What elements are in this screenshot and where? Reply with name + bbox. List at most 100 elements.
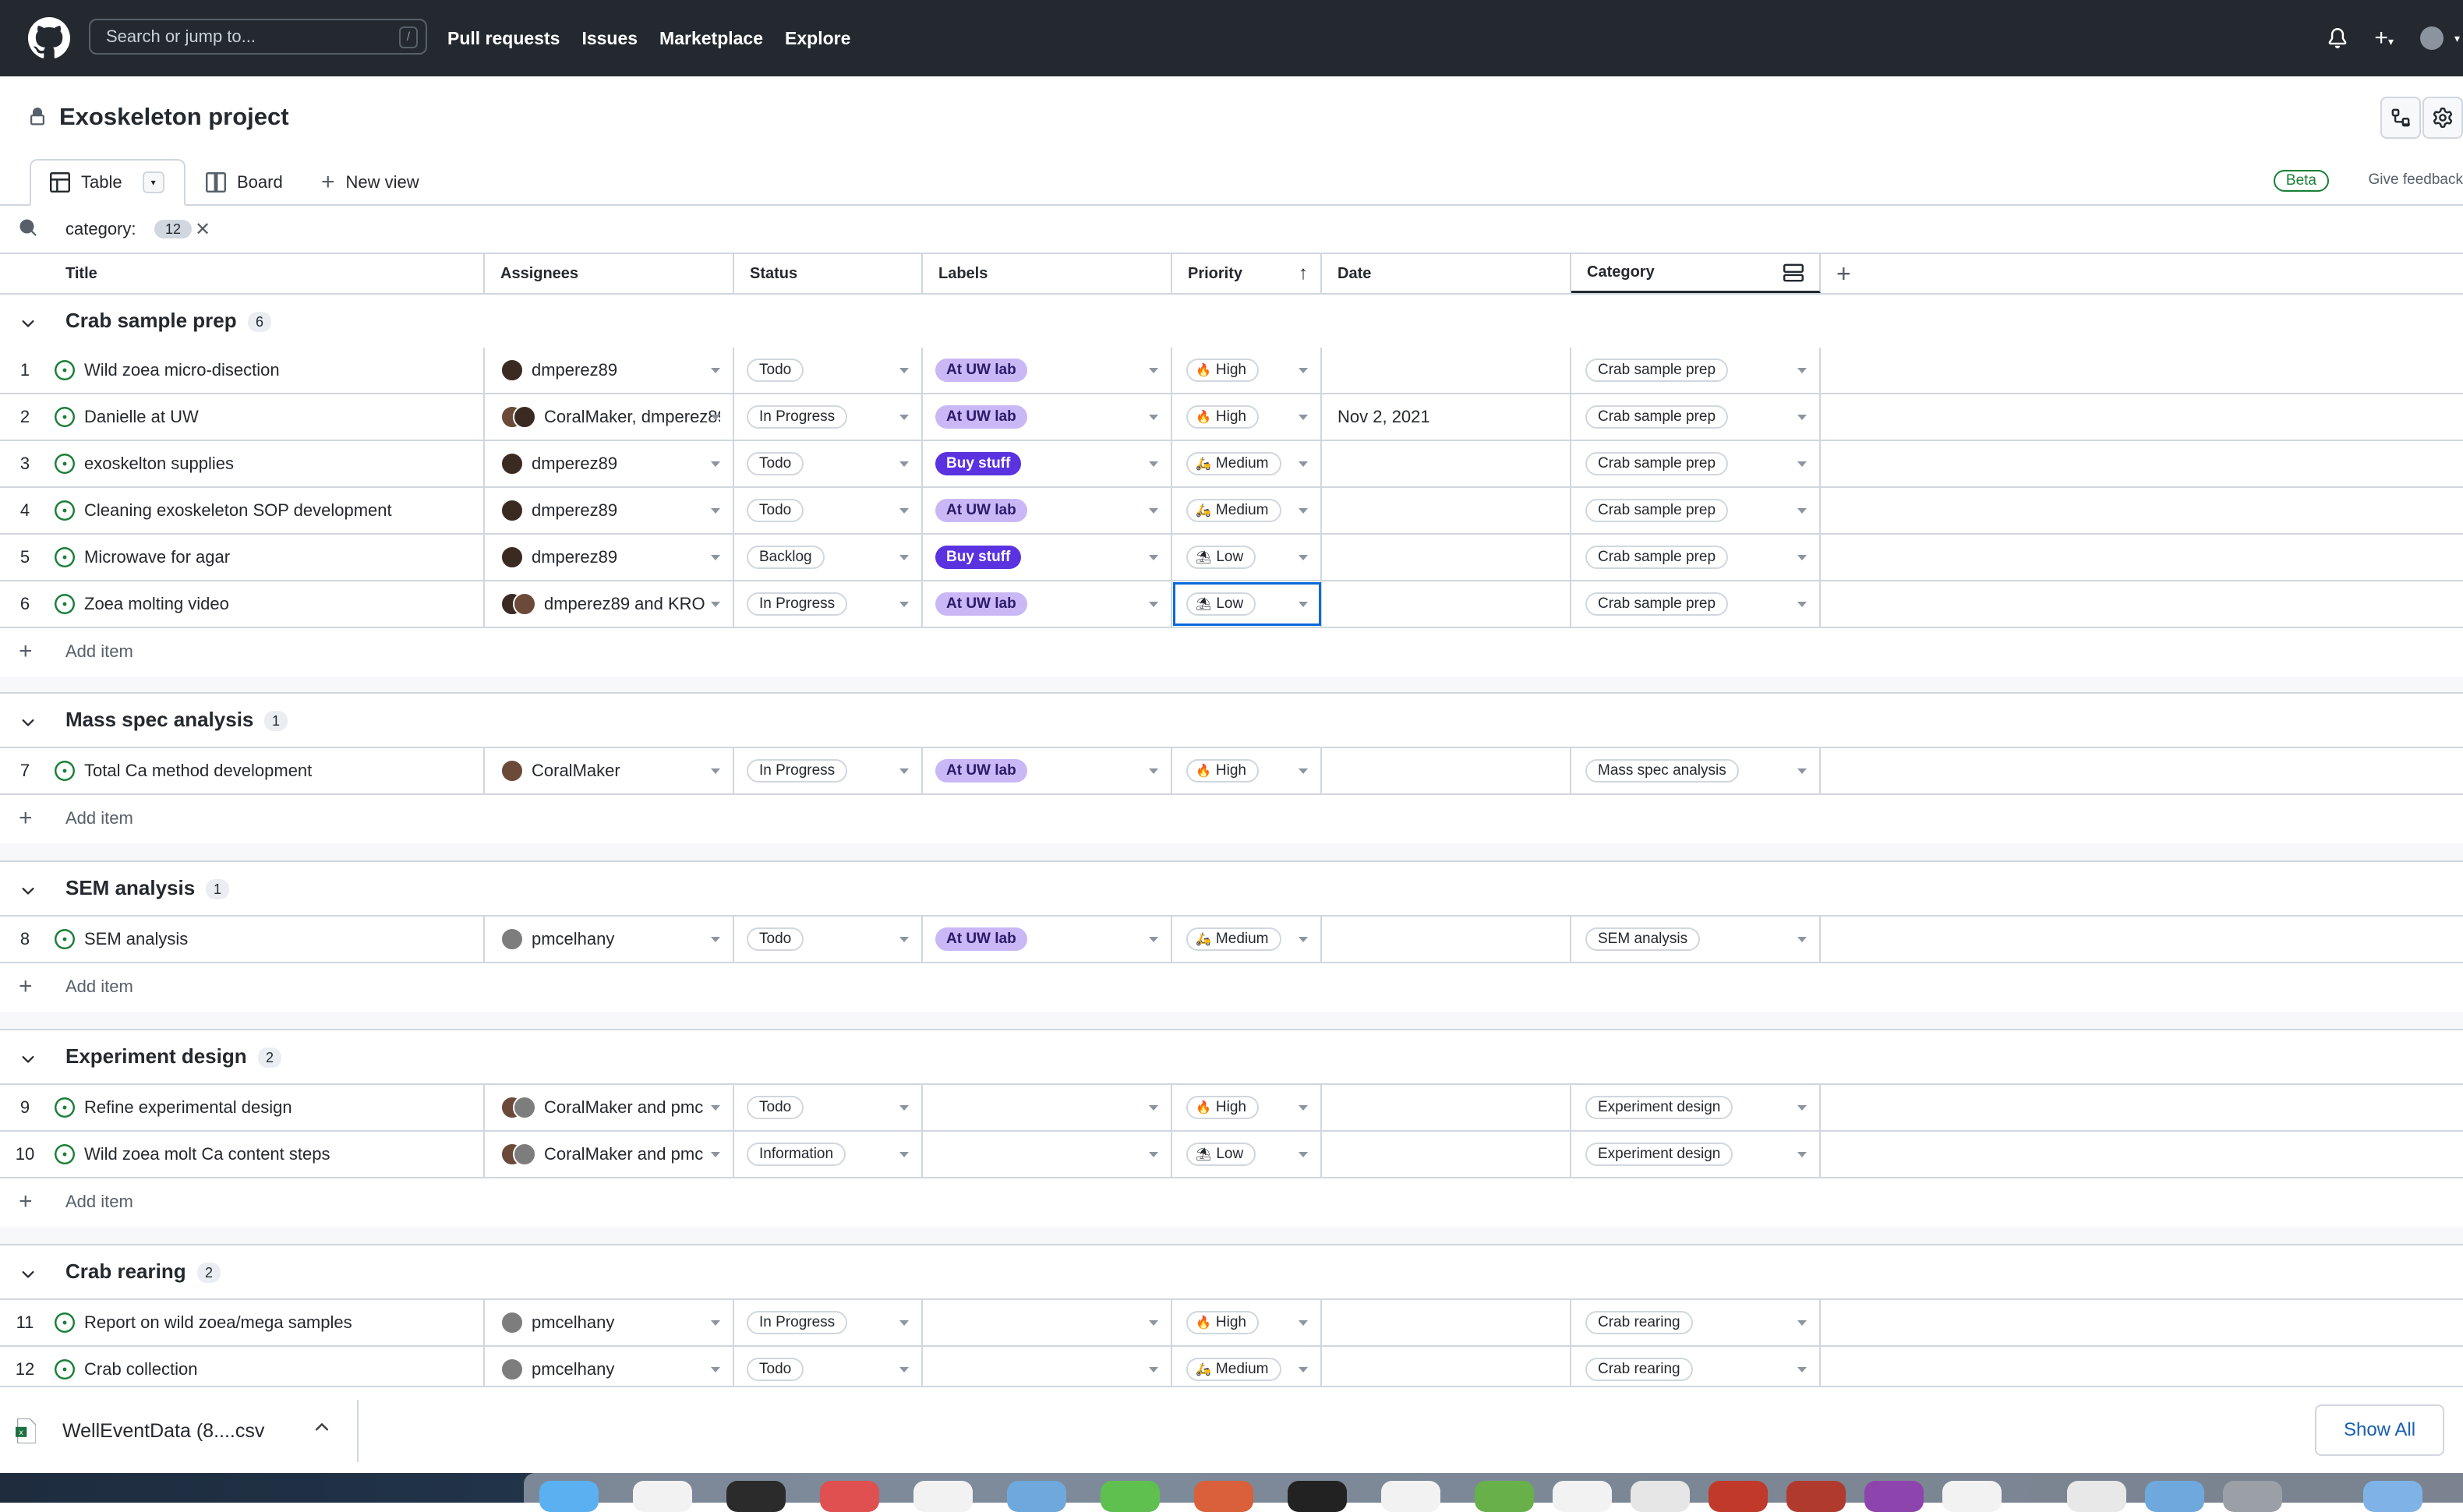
filter-bar[interactable]: category: 12 ✕ [0, 206, 2463, 254]
dock-app-icon[interactable] [1101, 1481, 1160, 1512]
category-dropdown-icon[interactable] [1797, 602, 1807, 607]
category-cell[interactable]: SEM analysis [1571, 917, 1821, 962]
priority-cell[interactable]: 🔥 High [1172, 348, 1322, 393]
chevron-down-icon[interactable] [19, 1049, 37, 1068]
filter-query[interactable]: category: [65, 219, 136, 238]
dock-app-icon[interactable] [1475, 1481, 1534, 1512]
item-title-cell[interactable]: Wild zoea molt Ca content steps [50, 1132, 485, 1177]
chevron-down-icon[interactable] [19, 313, 37, 332]
user-avatar[interactable] [2419, 26, 2444, 50]
nav-explore[interactable]: Explore [785, 27, 851, 48]
labels-cell[interactable]: Buy stuff [923, 441, 1172, 486]
sort-ascending-icon[interactable]: ↑ [1299, 263, 1308, 284]
item-title[interactable]: Crab collection [84, 1359, 198, 1379]
tab-options-dropdown[interactable]: ▾ [142, 171, 164, 193]
priority-dropdown-icon[interactable] [1299, 937, 1308, 942]
priority-dropdown-icon[interactable] [1299, 1367, 1308, 1372]
item-title[interactable]: Cleaning exoskeleton SOP development [84, 500, 392, 520]
item-title[interactable]: exoskelton supplies [84, 454, 235, 473]
item-title[interactable]: Wild zoea molt Ca content steps [84, 1144, 330, 1164]
assignees-cell[interactable]: dmperez89 and KRO [485, 581, 734, 627]
category-dropdown-icon[interactable] [1797, 768, 1807, 774]
labels-cell[interactable] [923, 1300, 1172, 1345]
dock-app-icon[interactable] [1553, 1481, 1612, 1512]
dock-app-icon[interactable] [1381, 1481, 1440, 1512]
assignees-dropdown-icon[interactable] [711, 1105, 720, 1111]
add-field-button[interactable]: + [1836, 259, 1851, 288]
item-title[interactable]: Wild zoea micro-disection [84, 360, 280, 380]
table-row[interactable]: 2 Danielle at UW CoralMaker, dmperez89 In P… [0, 394, 2463, 441]
dock-app-icon[interactable] [1288, 1481, 1347, 1512]
assignees-cell[interactable]: pmcelhany [485, 917, 734, 962]
chevron-down-icon[interactable] [19, 1264, 37, 1283]
priority-dropdown-icon[interactable] [1299, 555, 1308, 560]
priority-dropdown-icon[interactable] [1299, 368, 1308, 373]
status-dropdown-icon[interactable] [899, 555, 909, 560]
new-view-button[interactable]: + New view [321, 159, 419, 206]
dock-app-icon[interactable] [633, 1481, 692, 1512]
category-dropdown-icon[interactable] [1797, 368, 1807, 373]
assignees-cell[interactable]: dmperez89 [485, 488, 734, 533]
labels-dropdown-icon[interactable] [1149, 368, 1158, 373]
priority-cell[interactable]: ⛱ Low [1172, 1132, 1322, 1177]
priority-dropdown-icon[interactable] [1299, 508, 1308, 514]
dock-app-icon[interactable] [1007, 1481, 1066, 1512]
item-title[interactable]: Report on wild zoea/mega samples [84, 1312, 352, 1332]
priority-dropdown-icon[interactable] [1299, 1105, 1308, 1111]
category-cell[interactable]: Crab sample prep [1571, 348, 1821, 393]
assignees-cell[interactable]: dmperez89 [485, 441, 734, 486]
date-cell[interactable] [1322, 441, 1571, 486]
category-cell[interactable]: Crab sample prep [1571, 488, 1821, 533]
workflows-button[interactable] [2380, 97, 2421, 139]
status-dropdown-icon[interactable] [899, 1105, 909, 1111]
table-row[interactable]: 3 exoskelton supplies dmperez89 Todo Buy stu… [0, 441, 2463, 488]
labels-cell[interactable]: At UW lab [923, 394, 1172, 440]
nav-issues[interactable]: Issues [581, 27, 638, 48]
status-dropdown-icon[interactable] [899, 768, 909, 774]
dock-app-icon[interactable] [726, 1481, 786, 1512]
item-title-cell[interactable]: Report on wild zoea/mega samples [50, 1300, 485, 1345]
item-title[interactable]: Total Ca method development [84, 761, 313, 780]
add-item-button[interactable]: + Add item [0, 795, 2463, 842]
category-cell[interactable]: Crab rearing [1571, 1300, 1821, 1345]
labels-dropdown-icon[interactable] [1149, 768, 1158, 774]
item-title-cell[interactable]: Crab collection [50, 1347, 485, 1392]
assignees-cell[interactable]: CoralMaker and pmc [485, 1085, 734, 1130]
chevron-up-icon[interactable] [312, 1417, 332, 1437]
date-cell[interactable] [1322, 535, 1571, 580]
status-cell[interactable]: Backlog [734, 535, 923, 580]
priority-cell[interactable]: 🛵 Medium [1172, 441, 1322, 486]
item-title-cell[interactable]: SEM analysis [50, 917, 485, 962]
category-dropdown-icon[interactable] [1797, 1320, 1807, 1326]
assignees-cell[interactable]: CoralMaker, dmperez89 [485, 394, 734, 440]
show-all-button[interactable]: Show All [2315, 1404, 2444, 1456]
add-item-button[interactable]: + Add item [0, 1178, 2463, 1225]
category-cell[interactable]: Mass spec analysis [1571, 748, 1821, 793]
status-dropdown-icon[interactable] [899, 508, 909, 514]
column-status[interactable]: Status [734, 254, 923, 293]
labels-dropdown-icon[interactable] [1149, 937, 1158, 942]
category-cell[interactable]: Crab sample prep [1571, 394, 1821, 440]
give-feedback-link[interactable]: Give feedback [2368, 171, 2463, 188]
status-dropdown-icon[interactable] [899, 1320, 909, 1326]
table-row[interactable]: 10 Wild zoea molt Ca content steps CoralMa… [0, 1132, 2463, 1178]
dock-app-icon[interactable] [1709, 1481, 1768, 1512]
assignees-dropdown-icon[interactable] [711, 768, 720, 774]
labels-cell[interactable] [923, 1085, 1172, 1130]
labels-cell[interactable]: At UW lab [923, 748, 1172, 793]
dock-app-icon[interactable] [1942, 1481, 2002, 1512]
priority-dropdown-icon[interactable] [1299, 1152, 1308, 1157]
dock-app-finder-icon[interactable] [539, 1481, 599, 1512]
table-row[interactable]: 4 Cleaning exoskeleton SOP development dmp… [0, 488, 2463, 535]
category-dropdown-icon[interactable] [1797, 1152, 1807, 1157]
group-header[interactable]: Mass spec analysis 1 [0, 692, 2463, 748]
table-row[interactable]: 5 Microwave for agar dmperez89 Backlog Buy s… [0, 535, 2463, 581]
item-title[interactable]: Microwave for agar [84, 547, 231, 567]
assignees-cell[interactable]: pmcelhany [485, 1300, 734, 1345]
item-title-cell[interactable]: Cleaning exoskeleton SOP development [50, 488, 485, 533]
assignees-dropdown-icon[interactable] [711, 937, 720, 942]
group-by-icon[interactable] [1783, 263, 1804, 283]
priority-cell[interactable]: 🔥 High [1172, 1300, 1322, 1345]
category-dropdown-icon[interactable] [1797, 555, 1807, 560]
assignees-cell[interactable]: pmcelhany [485, 1347, 734, 1392]
